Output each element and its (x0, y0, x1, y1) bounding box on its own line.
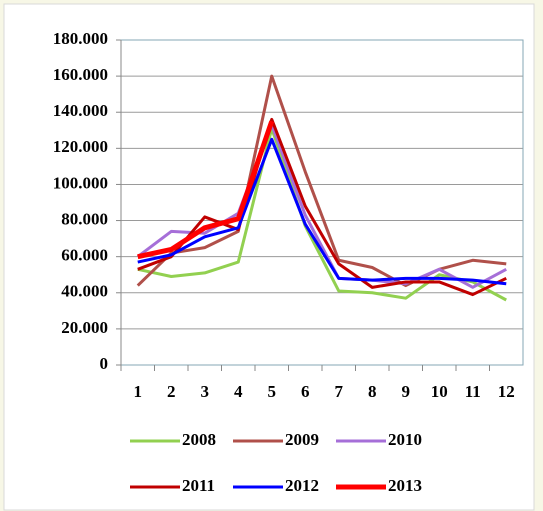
x-tick-label: 10 (431, 382, 448, 401)
y-tick-label: 80.000 (61, 209, 108, 228)
x-tick-label: 5 (268, 382, 277, 401)
x-tick-label: 12 (498, 382, 515, 401)
series-line (136, 74, 507, 288)
x-tick-label: 6 (301, 382, 310, 401)
y-tick-label: 160.000 (53, 65, 108, 84)
y-tick-label: 140.000 (53, 101, 108, 120)
legend-label: 2013 (388, 476, 422, 495)
y-tick-label: 20.000 (61, 318, 108, 337)
y-tick-label: 120.000 (53, 137, 108, 156)
legend-label: 2009 (285, 430, 319, 449)
x-tick-label: 7 (335, 382, 344, 401)
y-tick-label: 0 (100, 354, 109, 373)
x-tick-label: 8 (368, 382, 377, 401)
legend-label: 2010 (388, 430, 422, 449)
series-line (137, 120, 275, 260)
y-tick-label: 180.000 (53, 29, 108, 48)
y-tick-label: 40.000 (61, 282, 108, 301)
legend-label: 2011 (182, 476, 215, 495)
x-tick-label: 1 (134, 382, 143, 401)
x-tick-label: 11 (465, 382, 481, 401)
x-tick-label: 9 (402, 382, 411, 401)
y-tick-label: 60.000 (61, 246, 108, 265)
x-tick-label: 2 (167, 382, 176, 401)
series-line (137, 126, 507, 302)
series-line (137, 117, 507, 297)
x-tick-label: 4 (234, 382, 243, 401)
y-tick-label: 100.000 (53, 173, 108, 192)
legend-label: 2008 (182, 430, 216, 449)
legend-label: 2012 (285, 476, 319, 495)
series-line (137, 137, 507, 286)
x-tick-label: 3 (201, 382, 210, 401)
